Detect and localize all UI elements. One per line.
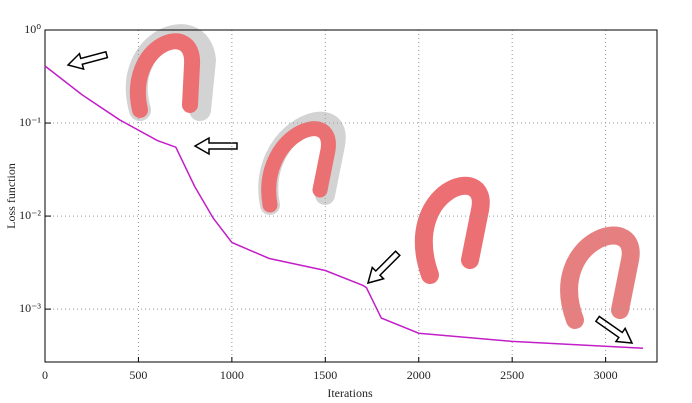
y-axis-label: Loss function xyxy=(4,163,18,229)
x-tick-label: 0 xyxy=(42,368,48,382)
y-tick-label: 10⁻¹ xyxy=(19,115,41,129)
x-axis-label: Iterations xyxy=(327,386,373,400)
plot-frame xyxy=(44,29,658,363)
y-tick-label: 10⁻² xyxy=(19,208,41,222)
aorta-model xyxy=(560,226,640,329)
aorta-models xyxy=(125,24,640,329)
x-tick-label: 1500 xyxy=(313,368,337,382)
arrow xyxy=(366,250,401,285)
y-tick-label: 10⁻³ xyxy=(19,301,41,315)
arrows xyxy=(66,50,634,344)
x-tick-label: 2500 xyxy=(500,368,524,382)
loss-line xyxy=(44,65,644,349)
arrow xyxy=(193,136,238,156)
x-tick-label: 500 xyxy=(129,368,147,382)
x-tick-label: 1000 xyxy=(220,368,244,382)
arrow xyxy=(594,315,634,344)
y-tick-label: 10⁰ xyxy=(24,22,41,36)
x-tick-label: 2000 xyxy=(407,368,431,382)
x-tick-label: 3000 xyxy=(594,368,618,382)
aorta-model xyxy=(130,33,200,118)
arrow xyxy=(66,50,109,71)
aorta-model xyxy=(261,121,336,213)
aorta-model xyxy=(414,176,490,284)
